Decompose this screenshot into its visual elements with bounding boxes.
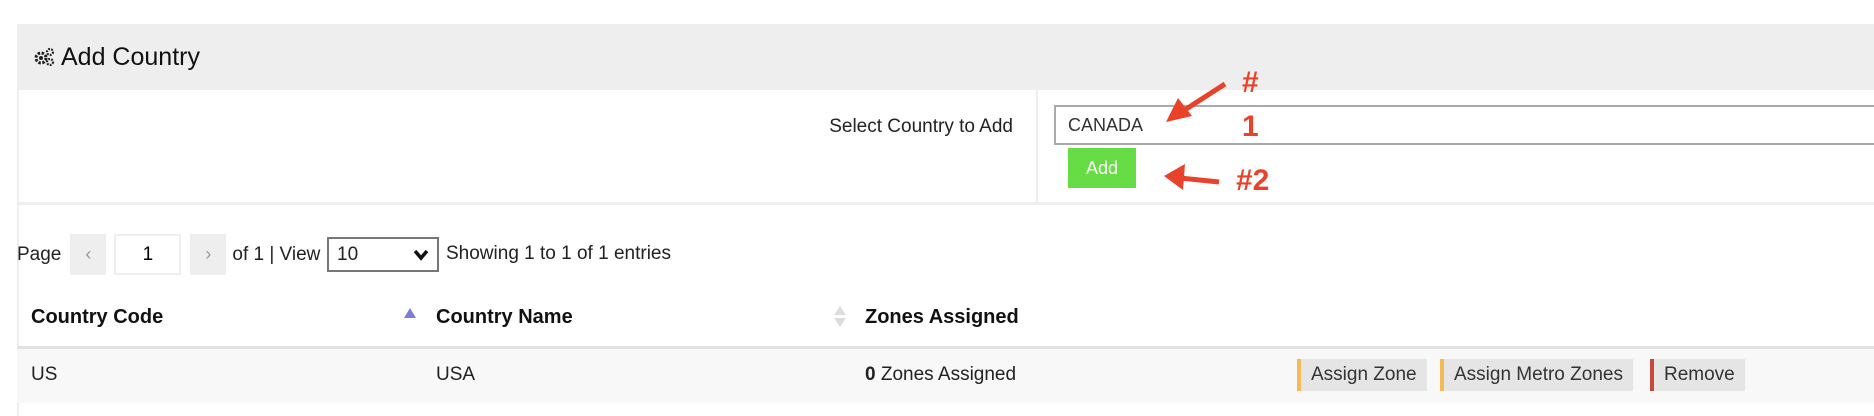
view-value: 10 [337, 243, 359, 265]
pagination: Page ‹ › of 1 | View [17, 234, 320, 275]
panel-header: Add Country [17, 24, 1874, 90]
sort-asc-icon[interactable] [404, 308, 416, 318]
zones-text: Zones Assigned [875, 364, 1017, 385]
add-button[interactable]: Add [1068, 148, 1136, 188]
col-country-code[interactable]: Country Code [31, 306, 164, 328]
of-view-label: of 1 | View [232, 243, 321, 265]
arrow-icon [1164, 81, 1227, 190]
page-label: Page [17, 243, 62, 265]
view-select[interactable]: 10 [327, 237, 439, 272]
annotation-label-1b: 1 [1242, 110, 1259, 143]
col-zones-assigned: Zones Assigned [865, 306, 1019, 328]
col-country-name[interactable]: Country Name [436, 306, 573, 328]
remove-button[interactable]: Remove [1650, 359, 1745, 391]
divider [1036, 90, 1038, 204]
add-country-panel [17, 24, 1874, 416]
assign-zone-button[interactable]: Assign Zone [1297, 359, 1427, 391]
showing-entries: Showing 1 to 1 of 1 entries [446, 243, 671, 264]
page-input[interactable] [114, 234, 182, 275]
assign-metro-zones-button[interactable]: Assign Metro Zones [1440, 359, 1633, 391]
sort-both-icon[interactable] [834, 306, 846, 328]
prev-page-button[interactable]: ‹ [70, 234, 107, 275]
header-divider [17, 346, 1874, 349]
country-select-label: Select Country to Add [829, 116, 1013, 137]
country-input[interactable] [1054, 105, 1874, 145]
cell-zones-assigned: 0 Zones Assigned [865, 364, 1016, 386]
annotation-label-2: #2 [1236, 164, 1270, 197]
zones-count: 0 [865, 364, 876, 385]
chevron-down-icon [413, 249, 429, 261]
page-title: Add Country [61, 42, 200, 71]
form-row [17, 90, 1874, 205]
next-page-button[interactable]: › [190, 234, 227, 275]
cell-country-code: US [31, 364, 58, 385]
cell-country-name: USA [436, 364, 476, 385]
annotation-label-1: # [1242, 66, 1259, 99]
gears-icon [34, 47, 55, 67]
